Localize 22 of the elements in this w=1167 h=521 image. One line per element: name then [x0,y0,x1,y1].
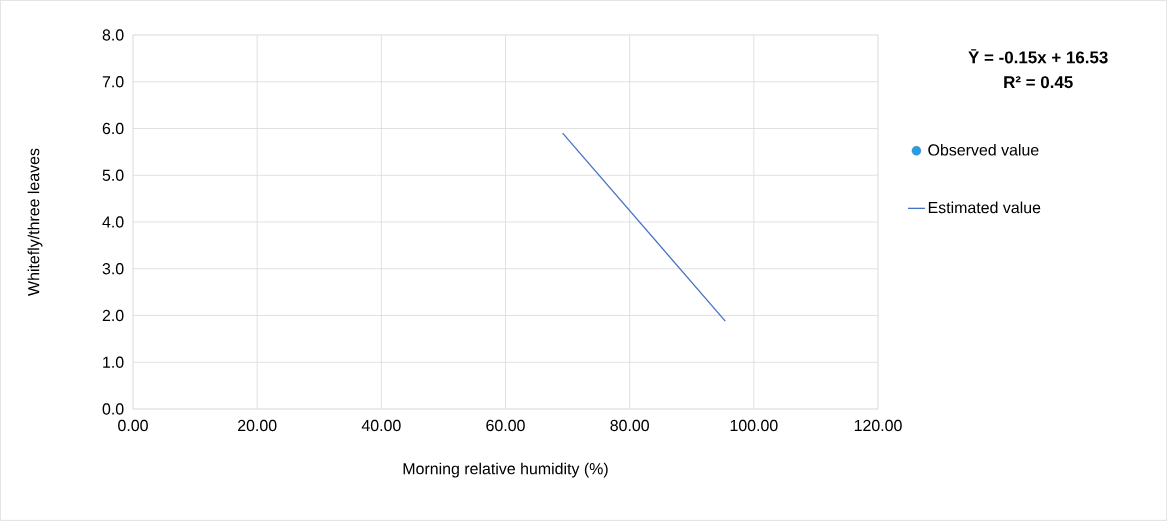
y-tick-label: 0.0 [102,403,124,415]
y-axis-title: Whitefly/three leaves [27,148,43,297]
y-tick-label: 5.0 [102,169,124,181]
x-tick-label: 0.00 [118,419,148,432]
y-tick-label: 2.0 [102,309,124,322]
text: Ȳ = -0.15x + 16.53 [968,49,1108,64]
x-axis-title: Morning relative humidity (%) [403,462,608,478]
x-tick-label: 40.00 [361,419,401,432]
x-tick-label: 100.00 [730,419,778,432]
x-tick-label: 80.00 [610,419,649,432]
x-tick-label: 120.00 [854,419,902,432]
y-tick-label: 6.0 [102,122,124,135]
y-tick-label: 8.0 [102,29,124,41]
text: R² = 0.45 [1004,76,1073,89]
x-tick-label: 60.00 [486,419,525,432]
legend-label: Observed value [928,144,1039,156]
x-tick-label: 20.00 [238,419,277,432]
y-tick-label: 7.0 [102,76,124,88]
y-tick-label: 1.0 [103,356,124,368]
y-tick-label: 4.0 [102,216,124,228]
legend-label: Estimated value [928,201,1041,214]
y-tick-label: 3.0 [102,263,124,275]
